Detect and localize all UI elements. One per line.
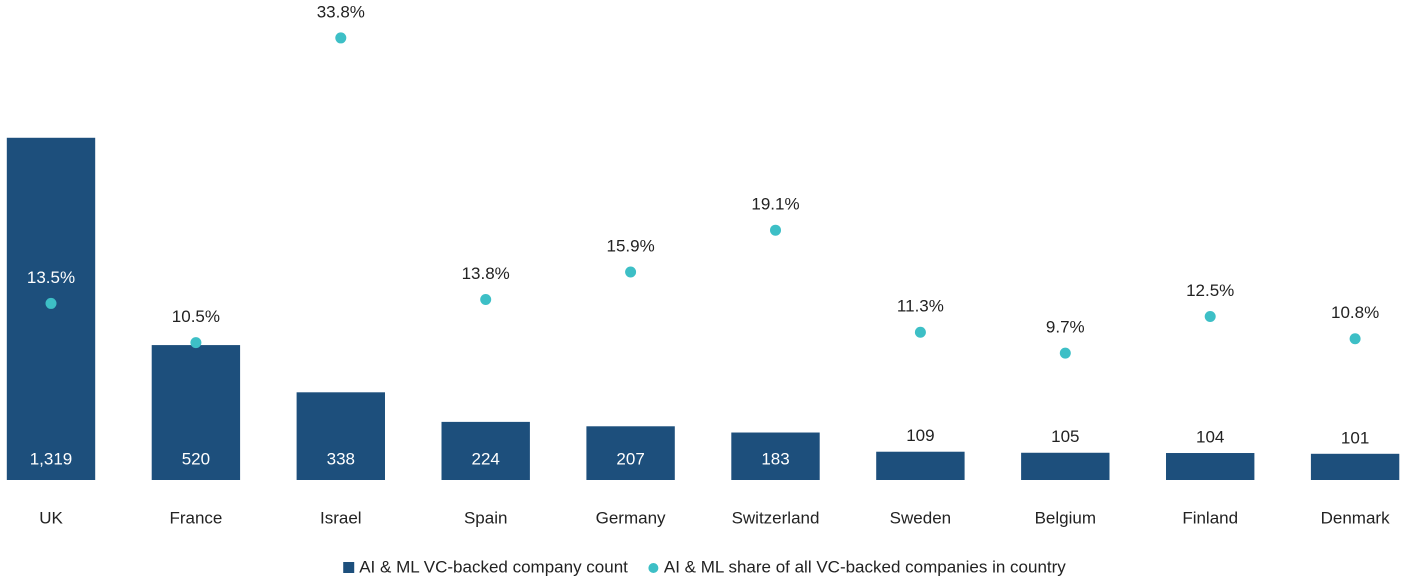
dot-value-label: 13.5% [27,268,75,287]
x-tick-label: Spain [464,508,507,527]
dot [770,224,781,236]
legend-swatch [648,563,659,573]
dot [335,32,347,44]
x-tick-label: Belgium [1035,508,1096,527]
dot [45,297,57,309]
x-tick-label: UK [39,508,63,527]
bar-value-label: 109 [906,426,934,445]
dot-value-label: 15.9% [606,237,654,256]
dot-value-label: 33.8% [317,2,365,21]
legend-swatch [343,562,355,573]
x-tick-label: Denmark [1321,508,1390,527]
bar-value-label: 183 [761,449,789,468]
bar [1310,453,1400,480]
bar-value-label: 104 [1196,428,1224,447]
x-tick-label: Switzerland [732,508,820,527]
bar [1166,453,1255,480]
bar-value-label: 105 [1051,427,1079,446]
dot [1349,333,1361,345]
bar-value-label: 224 [472,449,500,468]
bar [296,392,385,480]
bar-value-label: 1,319 [30,449,73,468]
x-tick-label: Israel [320,508,362,527]
dot [914,326,926,338]
dot-value-label: 10.5% [172,307,220,326]
dot-value-label: 19.1% [751,195,799,214]
dot-value-label: 12.5% [1186,281,1234,300]
bar-value-label: 338 [327,449,355,468]
bar [876,451,965,480]
bar [586,426,675,480]
bar [151,345,241,480]
dot-value-label: 9.7% [1046,318,1085,337]
legend-label: AI & ML share of all VC-backed companies… [664,557,1066,576]
dot [1204,311,1216,323]
dot-value-label: 13.8% [462,264,510,283]
bar [731,432,820,480]
x-tick-label: Finland [1182,508,1238,527]
x-tick-label: Germany [596,508,666,527]
legend-label: AI & ML VC-backed company count [359,557,628,576]
bar-value-label: 207 [616,449,644,468]
x-tick-label: France [169,508,222,527]
dot [1059,347,1071,359]
dot-value-label: 11.3% [897,297,944,316]
bar [441,421,530,480]
bar-value-label: 101 [1341,428,1369,447]
dot-value-label: 10.8% [1331,303,1379,322]
bar [1021,452,1110,480]
dot [480,294,492,306]
dot [190,337,202,349]
x-tick-label: Sweden [890,508,951,527]
dot [625,266,637,278]
bar-value-label: 520 [182,449,210,468]
